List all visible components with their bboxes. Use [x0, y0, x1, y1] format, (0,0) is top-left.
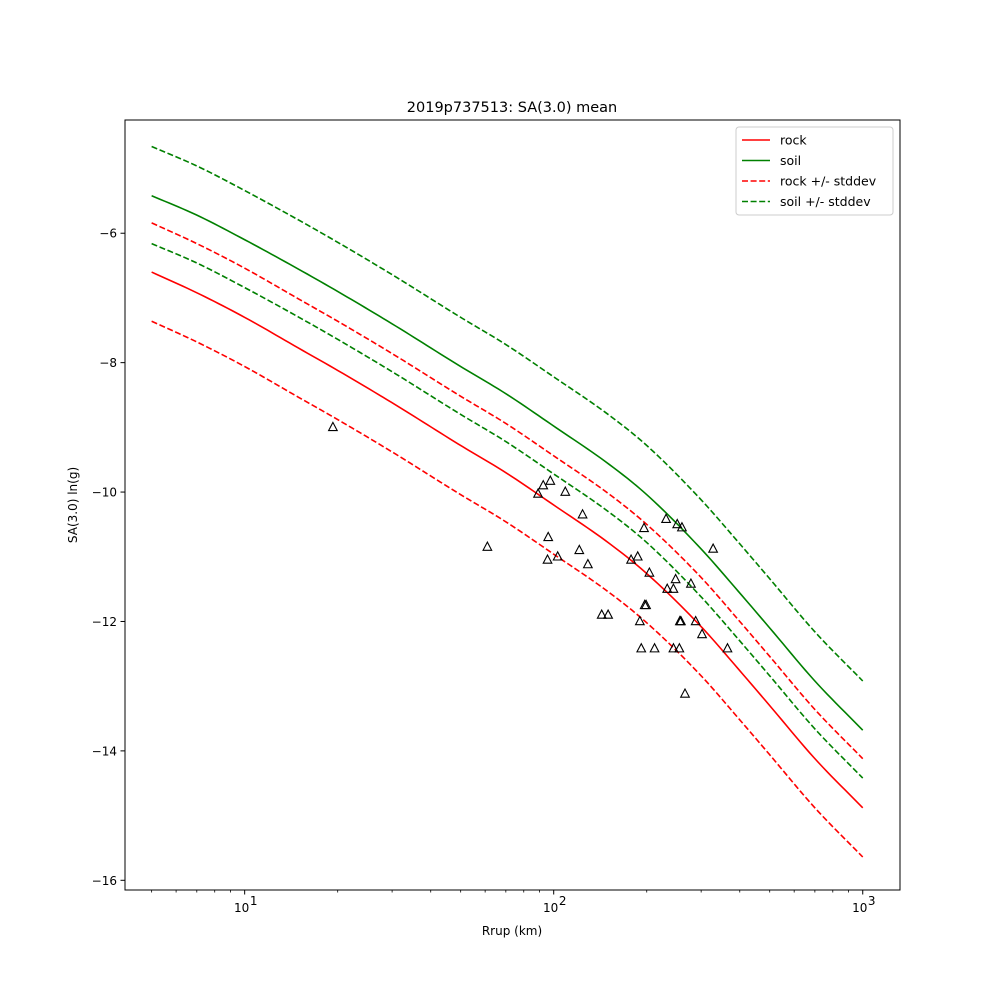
observation-point	[532, 487, 544, 498]
series-line-5	[151, 242, 864, 779]
observation-point	[545, 474, 556, 485]
observation-point	[577, 508, 588, 519]
legend-box	[735, 126, 894, 216]
legend-label: rock +/- stddev	[780, 174, 877, 189]
observation-point	[634, 615, 646, 626]
x-tick-label: 10	[543, 901, 558, 915]
x-tick-label-exponent: 2	[559, 894, 567, 908]
series-line-1	[151, 194, 864, 731]
x-tick-label-exponent: 1	[250, 894, 258, 908]
x-tick-label-exponent: 3	[868, 894, 876, 908]
observation-point	[668, 582, 679, 593]
observation-point	[722, 642, 733, 653]
series-line-0	[151, 271, 864, 809]
observation-point	[679, 687, 691, 698]
observation-point	[662, 582, 673, 593]
observations-layer	[327, 421, 733, 698]
observation-point	[482, 540, 493, 551]
observation-point	[660, 513, 672, 524]
observation-point	[552, 550, 563, 561]
chart-title: 2019p737513: SA(3.0) mean	[407, 100, 617, 116]
observation-point	[668, 642, 679, 653]
series-layer	[151, 145, 864, 858]
axes-layer: 10 1 10 2 10 3−16−14−12−10−8−6	[92, 119, 901, 915]
y-tick-label: −14	[92, 744, 117, 758]
observation-point	[327, 421, 339, 432]
x-tick-label: 10	[234, 901, 249, 915]
observation-point	[674, 642, 685, 653]
observation-point	[707, 542, 719, 553]
series-line-2	[151, 222, 864, 760]
observation-point	[596, 608, 607, 619]
y-tick-label: −10	[92, 486, 117, 500]
observation-point	[560, 485, 571, 496]
observation-point	[574, 544, 585, 555]
y-axis-label: SA(3.0) ln(g)	[66, 467, 80, 543]
observation-point	[543, 531, 554, 542]
legend: rock soil rock +/- stddev soil +/- stddev	[735, 126, 894, 216]
series-line-4	[151, 145, 864, 682]
observation-point	[640, 599, 652, 610]
plot-frame	[124, 119, 901, 891]
legend-label: soil +/- stddev	[780, 194, 871, 209]
observation-point	[675, 615, 687, 626]
observation-point	[676, 521, 688, 532]
series-line-3	[151, 320, 864, 858]
observation-point	[644, 566, 655, 577]
y-tick-label: −8	[99, 356, 117, 370]
observation-point	[582, 558, 594, 569]
legend-label: soil	[780, 153, 801, 168]
observation-point	[696, 628, 708, 639]
x-axis-label: Rrup (km)	[482, 924, 542, 938]
observation-point	[685, 577, 697, 588]
observation-point	[636, 642, 647, 653]
observation-point	[542, 553, 553, 564]
observation-point	[649, 642, 660, 653]
observation-point	[672, 518, 683, 529]
x-tick-label: 10	[852, 901, 867, 915]
observation-point	[632, 550, 643, 561]
observation-point	[690, 615, 701, 626]
observation-point	[638, 522, 650, 533]
y-tick-label: −16	[92, 874, 117, 888]
y-tick-label: −12	[92, 615, 117, 629]
observation-point	[602, 608, 614, 619]
observation-point	[670, 573, 681, 584]
y-tick-label: −6	[99, 227, 117, 241]
legend-label: rock	[780, 133, 807, 148]
